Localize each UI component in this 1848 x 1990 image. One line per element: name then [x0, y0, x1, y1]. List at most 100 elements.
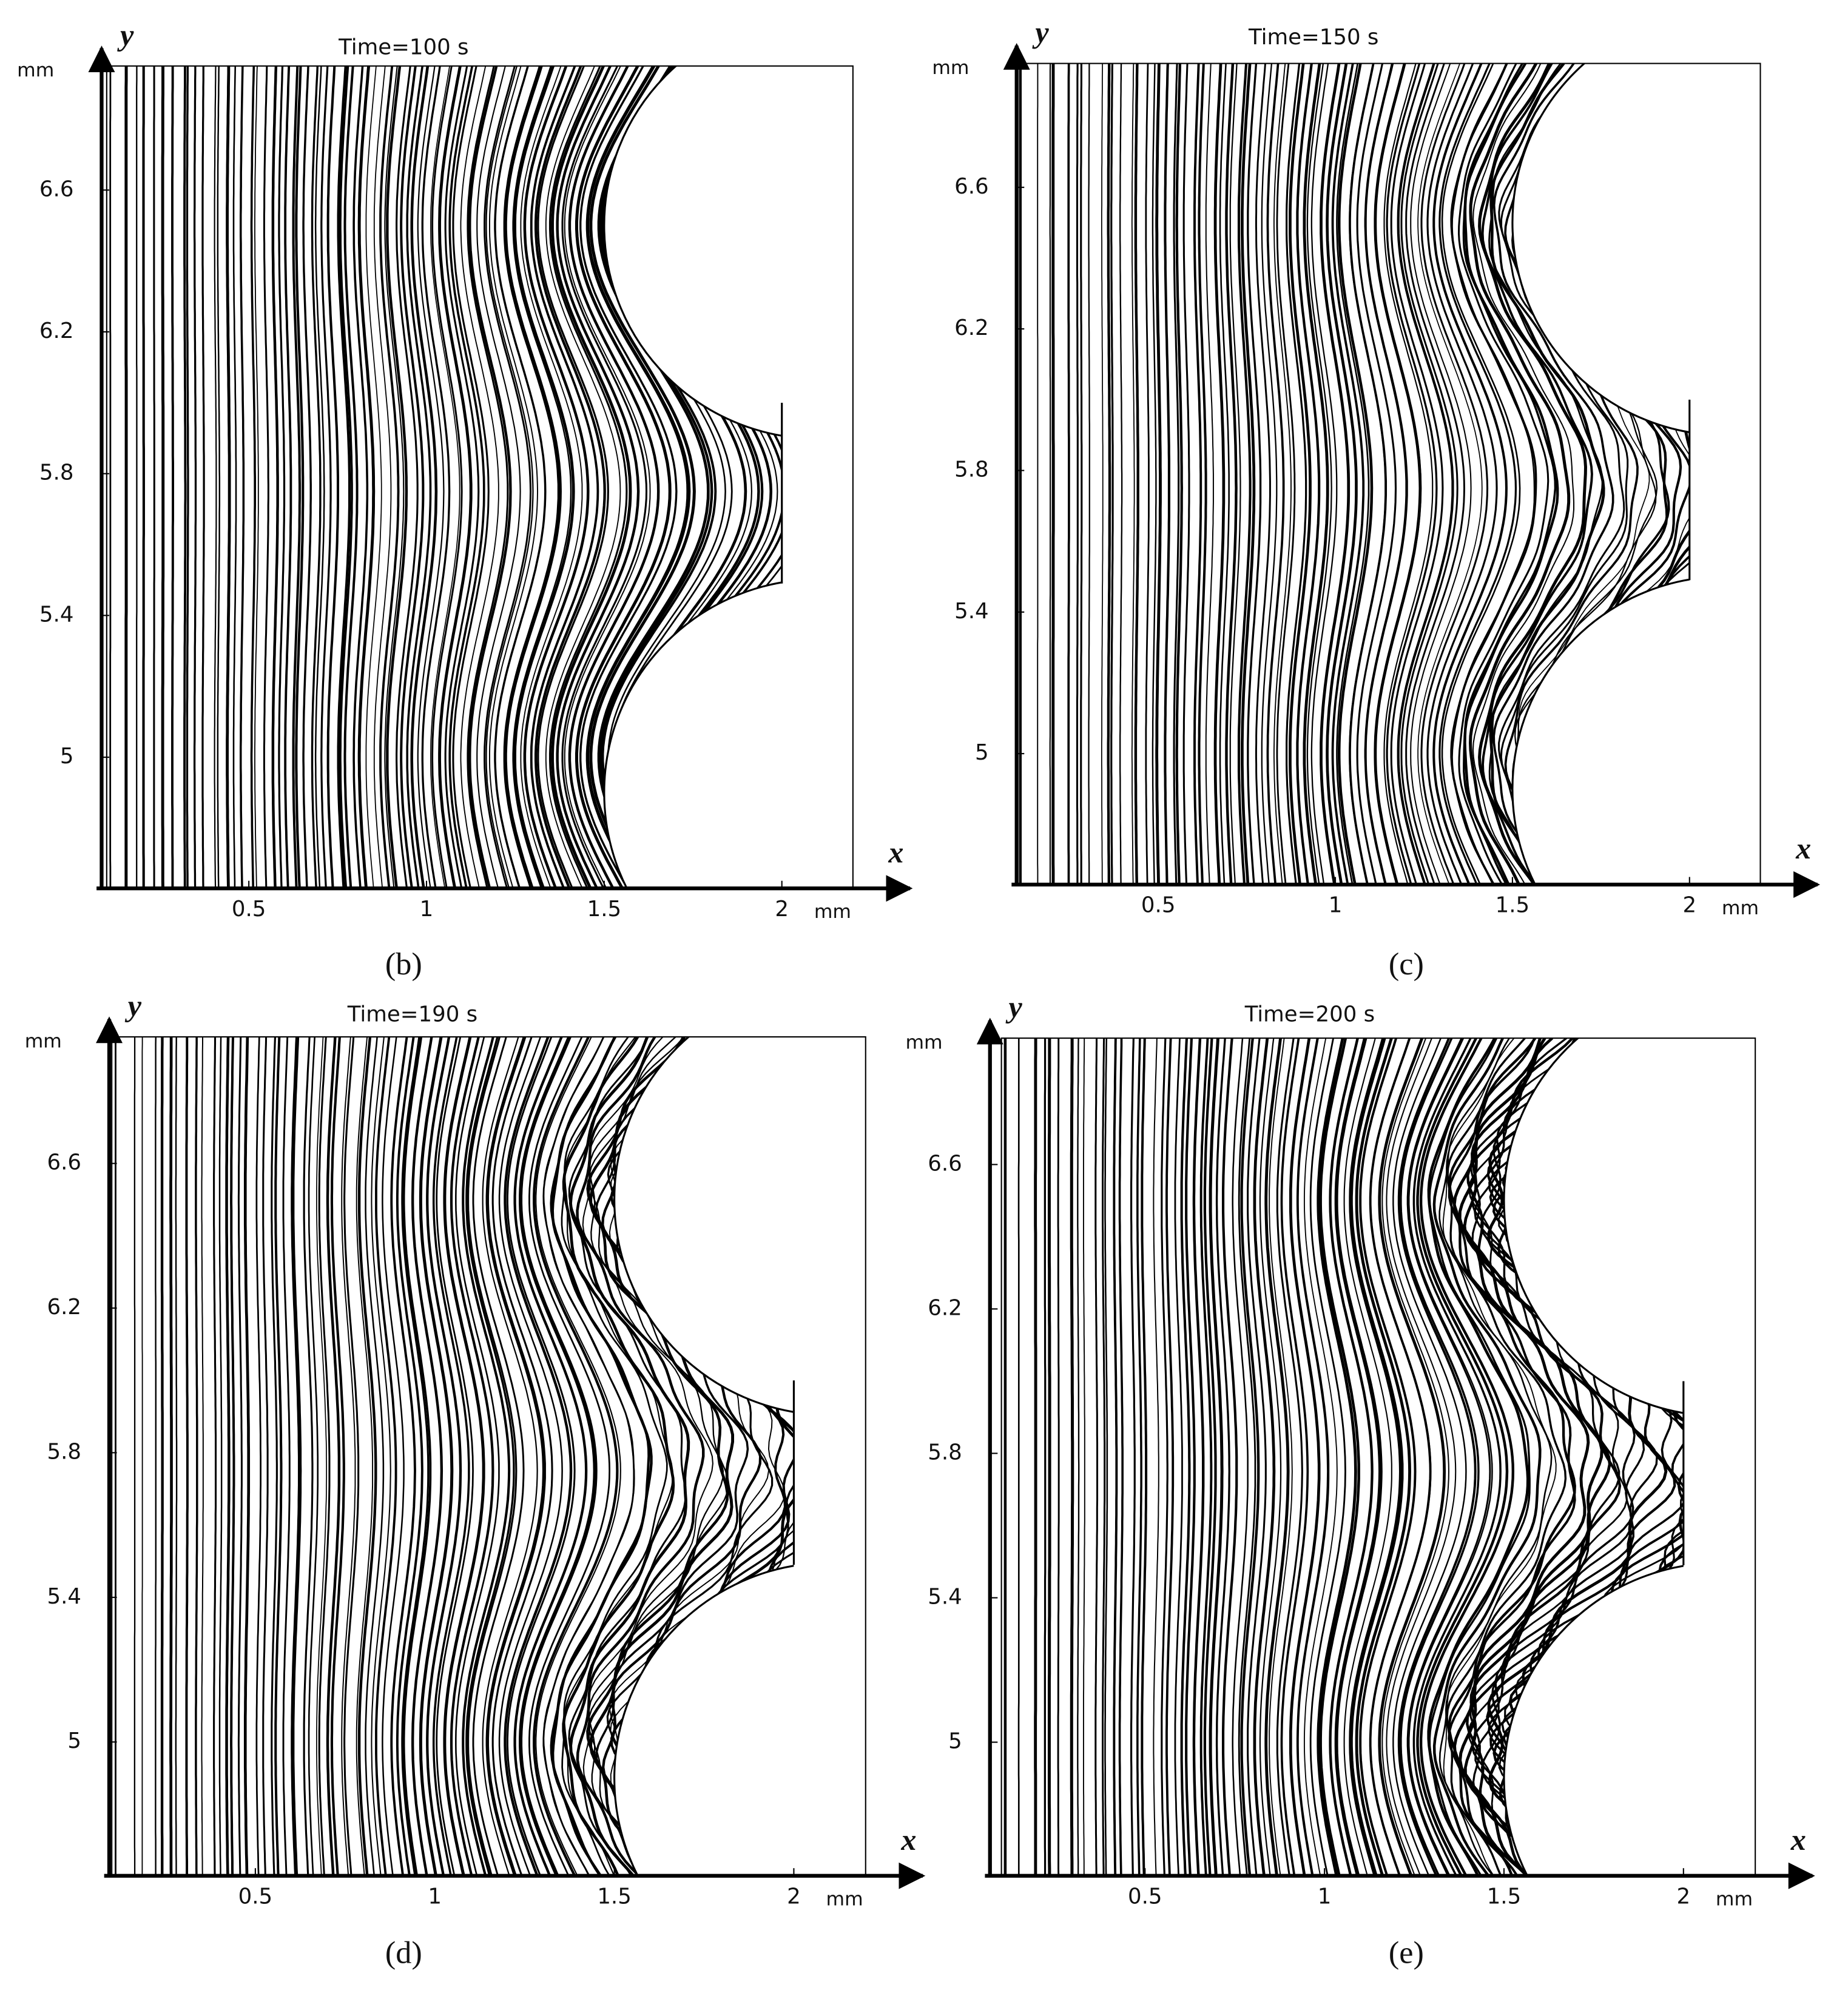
x-tick-label: 2 [787, 1884, 801, 1909]
streamline [411, 1037, 443, 1876]
streamline [382, 1037, 405, 1876]
y-unit: mm [17, 59, 54, 81]
x-axis-label: x [900, 1823, 916, 1857]
streamline [498, 1037, 563, 1876]
x-tick-label: 0.5 [1128, 1884, 1162, 1909]
streamline [513, 1037, 588, 1876]
streamline [1320, 63, 1351, 885]
streamline [1173, 63, 1180, 885]
streamline [1180, 1038, 1191, 1876]
x-axis-label: x [1790, 1823, 1806, 1857]
streamline [1405, 63, 1465, 885]
streamline [568, 1037, 690, 1876]
streamline [271, 66, 279, 889]
streamline [1457, 63, 1550, 885]
streamline [1448, 1038, 1576, 1876]
streamline [561, 66, 648, 889]
streamline [1153, 1038, 1159, 1876]
streamline [1130, 1038, 1136, 1876]
streamline [1419, 1038, 1515, 1876]
streamline [535, 1037, 621, 1876]
streamline [169, 1037, 173, 1876]
streamline [341, 1037, 356, 1876]
streamline [1253, 1038, 1276, 1876]
streamline [1442, 1038, 1557, 1876]
y-tick-label: 5.4 [47, 1584, 81, 1609]
streamline [1215, 1038, 1230, 1876]
streamline [343, 1037, 360, 1876]
x-unit: mm [814, 901, 851, 923]
streamline [1489, 63, 1605, 885]
streamline [1383, 63, 1434, 885]
streamline [195, 1037, 198, 1876]
streamline [406, 66, 432, 889]
streamline [465, 1037, 515, 1876]
streamline [1134, 63, 1139, 885]
x-tick-label: 2 [1682, 893, 1696, 918]
y-tick-label: 5 [948, 1729, 962, 1754]
streamline [1164, 63, 1170, 885]
streamline [390, 1037, 416, 1876]
streamline [1107, 63, 1111, 885]
y-tick-label: 5.8 [47, 1439, 81, 1464]
streamline [1390, 63, 1444, 885]
streamline [1468, 1038, 1628, 1876]
streamline [400, 66, 425, 889]
streamline [1102, 1038, 1106, 1876]
streamline [311, 66, 322, 889]
streamline [1264, 1038, 1290, 1876]
streamline [1448, 1038, 1576, 1876]
streamline [232, 66, 237, 889]
streamline [568, 66, 660, 889]
wall [1503, 1038, 1756, 1417]
y-tick-label: 5 [67, 1729, 81, 1753]
streamline [419, 1037, 453, 1876]
streamline [1269, 1038, 1293, 1876]
streamline [520, 66, 583, 889]
streamline [1259, 1038, 1282, 1876]
streamline [1077, 1038, 1080, 1876]
streamline [599, 66, 713, 889]
streamline [444, 66, 480, 889]
streamline [1438, 63, 1517, 885]
streamline [1441, 63, 1521, 885]
chart-title: Time=200 s [1244, 1002, 1375, 1027]
streamline [314, 66, 325, 889]
streamline [1432, 63, 1508, 885]
y-axis-label: y [1031, 15, 1049, 49]
streamline [421, 66, 451, 889]
y-tick-label: 6.2 [39, 319, 74, 343]
streamline [467, 66, 509, 889]
y-axis-label: y [1005, 990, 1022, 1024]
streamline [537, 66, 609, 889]
panel: 0.5 1 1.5 2 5 5.4 5.8 6.2 6.6 Time=100 s y mm x mm (b) [17, 18, 913, 982]
wall [1689, 63, 1761, 885]
streamline [326, 66, 340, 889]
streamline [589, 1037, 734, 1876]
streamline [551, 66, 632, 889]
streamline [1276, 63, 1296, 885]
streamline [1343, 1038, 1392, 1876]
streamline [1232, 1038, 1249, 1876]
streamline [410, 66, 438, 889]
streamline [1083, 1038, 1085, 1876]
streamline [1397, 1038, 1477, 1876]
wall [781, 66, 853, 889]
streamline [1392, 1038, 1467, 1876]
streamline [482, 1037, 538, 1876]
streamline [1240, 1038, 1260, 1876]
panel-label: (c) [1389, 946, 1424, 982]
x-tick-label: 2 [1677, 1884, 1691, 1909]
y-tick-label: 5.8 [954, 457, 989, 482]
streamline [417, 66, 445, 889]
streamline [337, 66, 351, 889]
streamline [1428, 1038, 1531, 1876]
streamline [1386, 1038, 1457, 1876]
streamline [1336, 63, 1370, 885]
streamline [1289, 1038, 1321, 1876]
x-tick-label: 1.5 [1496, 893, 1530, 918]
streamline [523, 66, 590, 889]
streamline [1364, 63, 1407, 885]
streamline [432, 1037, 470, 1876]
streamline [1155, 63, 1162, 885]
